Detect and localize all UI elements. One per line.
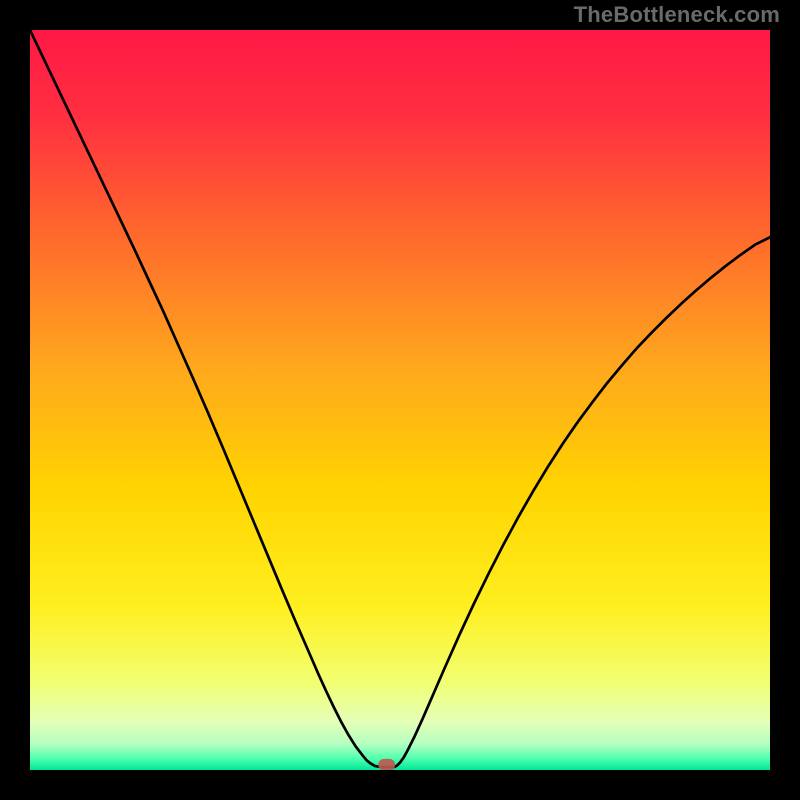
chart-stage: TheBottleneck.com xyxy=(0,0,800,800)
plot-area xyxy=(30,30,770,770)
watermark-text: TheBottleneck.com xyxy=(574,2,780,28)
optimal-point-marker xyxy=(378,759,395,770)
plot-background xyxy=(30,30,770,770)
plot-svg xyxy=(30,30,770,770)
